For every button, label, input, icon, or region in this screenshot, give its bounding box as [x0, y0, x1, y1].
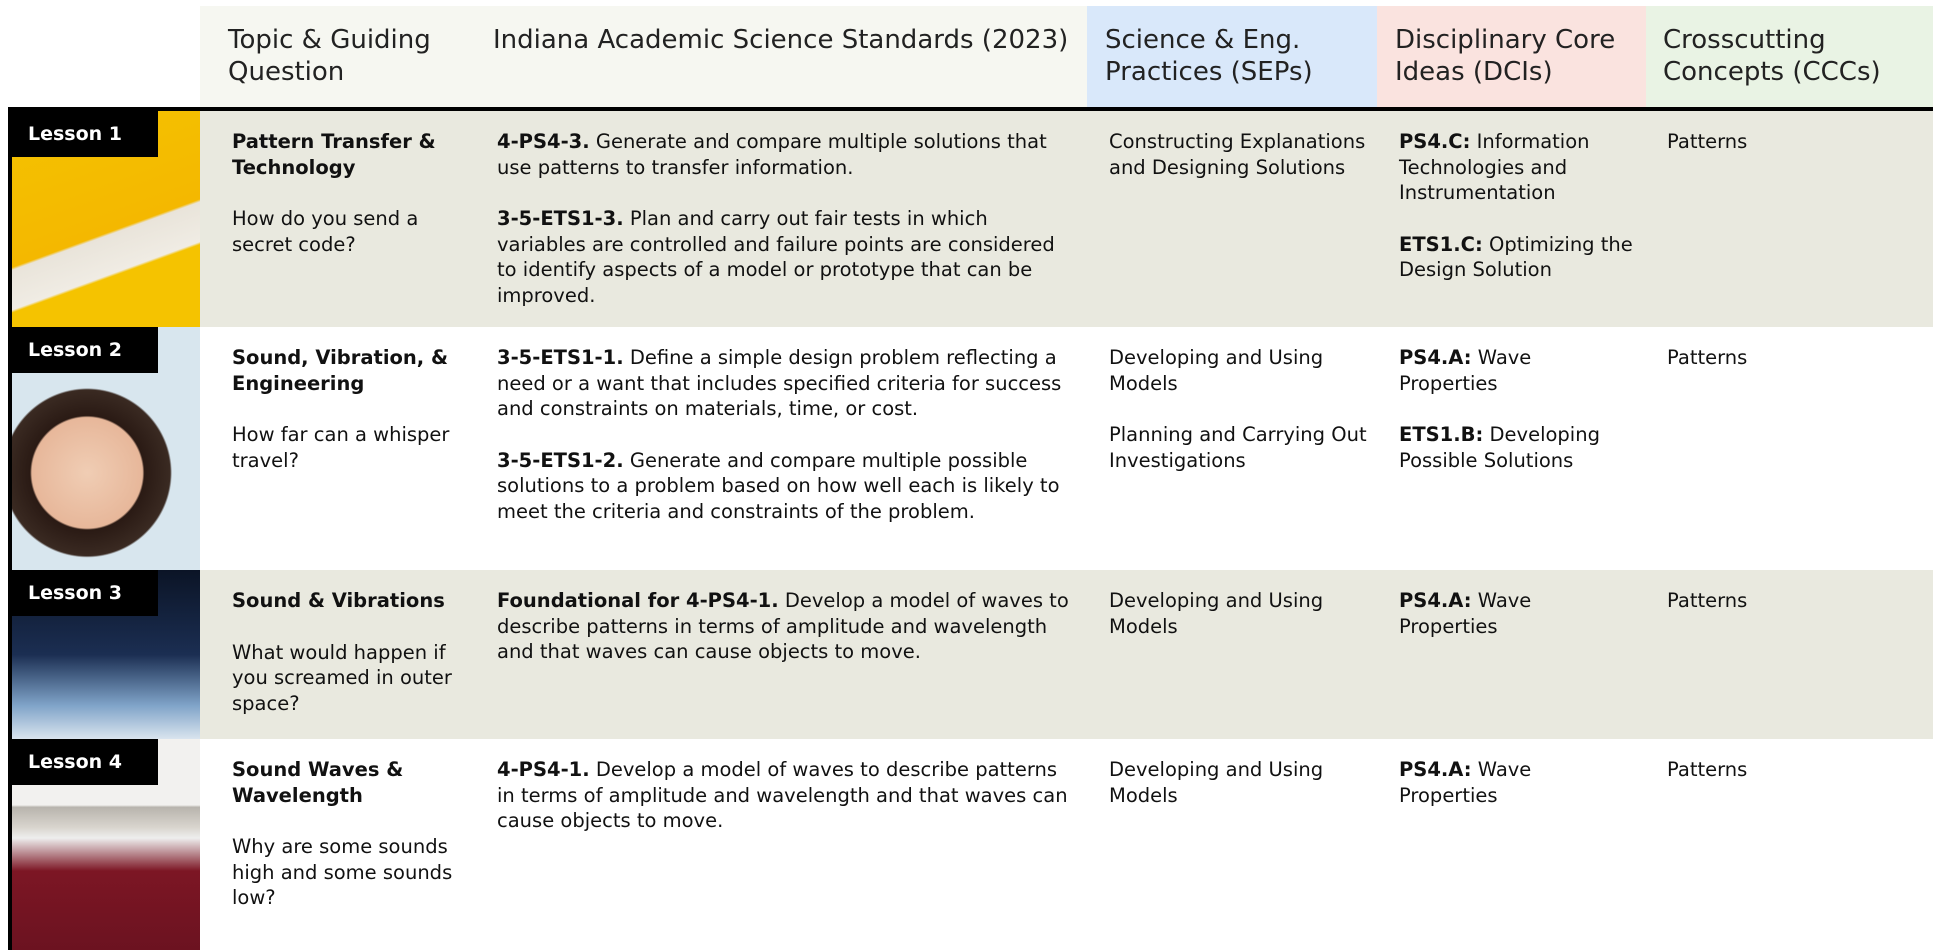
standard: 3-5-ETS1-1. Define a simple design probl… [497, 345, 1077, 422]
practice: Developing and Using Models [1109, 346, 1324, 395]
standard-code: 4-PS4-1. [497, 758, 590, 781]
standard-code: 4-PS4-3. [497, 130, 590, 153]
core-idea-text: Wave Properties [1399, 758, 1532, 807]
topic-title: Sound, Vibration, & Engineering [232, 346, 449, 395]
practice: Developing and Using Models [1109, 758, 1324, 807]
standards-cell: Foundational for 4-PS4-1. Develop a mode… [497, 570, 1091, 691]
practices-cell: Constructing Explanations and Designing … [1109, 111, 1381, 206]
standard-text: Generate and compare multiple possible s… [497, 448, 1060, 523]
standards-cell: 4-PS4-1. Develop a model of waves to des… [497, 739, 1091, 860]
core-idea-code: PS4.A: [1399, 346, 1472, 369]
standard-text: Develop a model of waves to describe pat… [497, 758, 1068, 832]
concept: Patterns [1667, 758, 1748, 781]
topic-cell: Sound Waves & Wavelength Why are some sou… [232, 739, 497, 937]
lesson-label: Lesson 3 [12, 570, 159, 616]
standard: 4-PS4-3. Generate and compare multiple s… [497, 129, 1077, 180]
lesson-row: Lesson 4 Sound Waves & Wavelength Why are … [12, 739, 1933, 950]
standard: 4-PS4-1. Develop a model of waves to des… [497, 757, 1077, 834]
lesson-row: Lesson 1 Pattern Transfer & Technology How… [12, 111, 1933, 327]
standard-text: Define a simple design problem reflectin… [497, 346, 1062, 420]
standard-text: Plan and carry out fair tests in which v… [497, 207, 1055, 307]
core-idea-text: Wave Properties [1399, 346, 1532, 395]
practices-cell: Developing and Using Models [1109, 570, 1381, 665]
lesson-row: Lesson 2 Sound, Vibration, & Engineering H… [12, 327, 1933, 570]
guiding-question: How do you send a secret code? [232, 207, 419, 256]
core-idea-text: Developing Possible Solutions [1399, 423, 1600, 472]
topic-title: Pattern Transfer & Technology [232, 130, 436, 179]
practices-cell: Developing and Using Models [1109, 739, 1381, 834]
concept: Patterns [1667, 346, 1748, 369]
standard: 3-5-ETS1-3. Plan and carry out fair test… [497, 206, 1077, 308]
lesson-label: Lesson 2 [12, 327, 159, 373]
guiding-question: Why are some sounds high and some sounds… [232, 835, 453, 909]
core-idea: ETS1.C: Optimizing the Design Solution [1399, 232, 1635, 283]
core-ideas-cell: PS4.C: Information Technologies and Inst… [1399, 111, 1649, 309]
header-cell: Disciplinary Core Ideas (DCIs) [1377, 6, 1646, 107]
core-idea-code: ETS1.B: [1399, 423, 1484, 446]
core-ideas-cell: PS4.A: Wave Properties [1399, 570, 1649, 665]
concepts-cell: Patterns [1667, 327, 1927, 397]
core-idea-code: PS4.A: [1399, 758, 1472, 781]
concepts-cell: Patterns [1667, 111, 1927, 181]
topic-cell: Sound, Vibration, & Engineering How far c… [232, 327, 497, 499]
core-idea: PS4.A: Wave Properties [1399, 757, 1635, 808]
standard-code: 3-5-ETS1-3. [497, 207, 624, 230]
practice: Developing and Using Models [1109, 589, 1324, 638]
core-idea: PS4.A: Wave Properties [1399, 345, 1635, 396]
core-idea-code: ETS1.C: [1399, 232, 1483, 256]
header-cell: Science & Eng. Practices (SEPs) [1087, 6, 1377, 107]
core-idea-text: Information Technologies and Instrumenta… [1399, 130, 1590, 204]
standard: 3-5-ETS1-2. Generate and compare multipl… [497, 448, 1077, 525]
standards-cell: 4-PS4-3. Generate and compare multiple s… [497, 111, 1091, 334]
core-idea-code: PS4.A: [1399, 589, 1472, 612]
core-idea: PS4.A: Wave Properties [1399, 588, 1635, 639]
standard-text: Generate and compare multiple solutions … [497, 130, 1047, 179]
topic-cell: Sound & Vibrations What would happen if y… [232, 570, 497, 742]
practices-cell: Developing and Using Models Planning and … [1109, 327, 1381, 499]
core-idea-code: PS4.C: [1399, 130, 1471, 153]
core-ideas-cell: PS4.A: Wave Properties ETS1.B: Developing… [1399, 327, 1649, 499]
core-idea-text: Wave Properties [1399, 589, 1532, 638]
practice: Constructing Explanations and Designing … [1109, 130, 1366, 179]
guiding-question: What would happen if you screamed in out… [232, 640, 452, 715]
topic-title: Sound & Vibrations [232, 589, 445, 612]
topic-cell: Pattern Transfer & Technology How do you … [232, 111, 497, 283]
lesson-label: Lesson 1 [12, 111, 159, 157]
core-ideas-cell: PS4.A: Wave Properties [1399, 739, 1649, 834]
concepts-cell: Patterns [1667, 570, 1927, 640]
lesson-row: Lesson 3 Sound & Vibrations What would hap… [12, 570, 1933, 739]
practice: Planning and Carrying Out Investigations [1109, 423, 1367, 472]
concept: Patterns [1667, 589, 1748, 612]
standard-text: Develop a model of waves to describe pat… [497, 589, 1069, 663]
concepts-cell: Patterns [1667, 739, 1927, 809]
core-idea-text: Optimizing the Design Solution [1399, 232, 1633, 282]
core-idea: ETS1.B: Developing Possible Solutions [1399, 422, 1635, 473]
standard-code: 3-5-ETS1-1. [497, 346, 624, 369]
standards-cell: 3-5-ETS1-1. Define a simple design probl… [497, 327, 1091, 550]
topic-title: Sound Waves & Wavelength [232, 758, 404, 807]
lesson-table: Lesson 1 Pattern Transfer & Technology How… [8, 107, 1933, 950]
header-cell: Crosscutting Concepts (CCCs) [1646, 6, 1933, 107]
header-cell: Topic & Guiding Question [200, 6, 487, 107]
standard: Foundational for 4-PS4-1. Develop a mode… [497, 588, 1077, 665]
concept: Patterns [1667, 130, 1748, 153]
standard-code: 3-5-ETS1-2. [497, 448, 624, 472]
header-cell: Indiana Academic Science Standards (2023… [465, 6, 1087, 107]
core-idea: PS4.C: Information Technologies and Inst… [1399, 129, 1635, 206]
standard-code: Foundational for 4-PS4-1. [497, 589, 779, 612]
lesson-label: Lesson 4 [12, 739, 159, 785]
guiding-question: How far can a whisper travel? [232, 423, 450, 472]
